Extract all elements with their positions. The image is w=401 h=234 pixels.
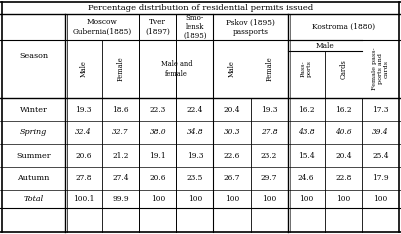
Text: 26.7: 26.7 bbox=[224, 175, 240, 183]
Text: 30.3: 30.3 bbox=[224, 128, 240, 136]
Text: Pskov (1895)
passports: Pskov (1895) passports bbox=[226, 18, 275, 36]
Text: 43.8: 43.8 bbox=[298, 128, 314, 136]
Text: 40.6: 40.6 bbox=[335, 128, 352, 136]
Text: Moscow
Gubernia(1885): Moscow Gubernia(1885) bbox=[73, 18, 132, 36]
Text: 16.2: 16.2 bbox=[335, 106, 352, 113]
Text: 20.4: 20.4 bbox=[224, 106, 240, 113]
Text: Female: Female bbox=[265, 57, 273, 81]
Text: 23.2: 23.2 bbox=[261, 151, 277, 160]
Text: Male: Male bbox=[79, 61, 87, 77]
Text: 32.7: 32.7 bbox=[112, 128, 129, 136]
Text: Winter: Winter bbox=[20, 106, 47, 113]
Text: 22.3: 22.3 bbox=[150, 106, 166, 113]
Text: 17.9: 17.9 bbox=[372, 175, 389, 183]
Text: 22.4: 22.4 bbox=[187, 106, 203, 113]
Text: 19.1: 19.1 bbox=[150, 151, 166, 160]
Text: 34.8: 34.8 bbox=[186, 128, 203, 136]
Text: Smo-
lensk
(1895): Smo- lensk (1895) bbox=[183, 14, 207, 40]
Text: 100.1: 100.1 bbox=[73, 195, 94, 203]
Text: 20.4: 20.4 bbox=[335, 151, 352, 160]
Text: Female pass-
ports and
cards: Female pass- ports and cards bbox=[372, 48, 389, 90]
Text: 16.2: 16.2 bbox=[298, 106, 314, 113]
Text: 21.2: 21.2 bbox=[112, 151, 129, 160]
Text: Female: Female bbox=[117, 57, 125, 81]
Text: Total: Total bbox=[23, 195, 44, 203]
Text: Tver
(1897): Tver (1897) bbox=[145, 18, 170, 36]
Text: 100: 100 bbox=[225, 195, 239, 203]
Text: 19.3: 19.3 bbox=[75, 106, 92, 113]
Text: 18.6: 18.6 bbox=[112, 106, 129, 113]
Text: 20.6: 20.6 bbox=[75, 151, 92, 160]
Text: 20.6: 20.6 bbox=[150, 175, 166, 183]
Text: 100: 100 bbox=[151, 195, 165, 203]
Text: 32.4: 32.4 bbox=[75, 128, 92, 136]
Text: Male and
female: Male and female bbox=[160, 60, 192, 78]
Text: 25.4: 25.4 bbox=[372, 151, 389, 160]
Text: 27.4: 27.4 bbox=[112, 175, 129, 183]
Text: 100: 100 bbox=[188, 195, 202, 203]
Text: 39.4: 39.4 bbox=[372, 128, 389, 136]
Text: Cards: Cards bbox=[339, 59, 347, 79]
Text: Kostroma (1880): Kostroma (1880) bbox=[312, 23, 375, 31]
Text: 100: 100 bbox=[336, 195, 350, 203]
Text: 17.3: 17.3 bbox=[372, 106, 389, 113]
Text: 22.8: 22.8 bbox=[335, 175, 352, 183]
Text: 19.3: 19.3 bbox=[186, 151, 203, 160]
Text: 27.8: 27.8 bbox=[75, 175, 92, 183]
Text: 100: 100 bbox=[373, 195, 388, 203]
Text: 24.6: 24.6 bbox=[298, 175, 314, 183]
Text: 100: 100 bbox=[262, 195, 276, 203]
Text: Season: Season bbox=[19, 52, 48, 60]
Text: 15.4: 15.4 bbox=[298, 151, 314, 160]
Text: Autumn: Autumn bbox=[17, 175, 50, 183]
Text: 38.0: 38.0 bbox=[150, 128, 166, 136]
Text: 23.5: 23.5 bbox=[187, 175, 203, 183]
Text: Summer: Summer bbox=[16, 151, 51, 160]
Text: 99.9: 99.9 bbox=[112, 195, 129, 203]
Text: 100: 100 bbox=[299, 195, 313, 203]
Text: 19.3: 19.3 bbox=[261, 106, 277, 113]
Text: 22.6: 22.6 bbox=[224, 151, 240, 160]
Text: 27.8: 27.8 bbox=[261, 128, 277, 136]
Text: Pass-
ports: Pass- ports bbox=[301, 61, 312, 77]
Text: Percentage distribution of residential permits issued: Percentage distribution of residential p… bbox=[88, 4, 313, 12]
Text: Male: Male bbox=[228, 61, 236, 77]
Text: Spring: Spring bbox=[20, 128, 47, 136]
Text: 29.7: 29.7 bbox=[261, 175, 277, 183]
Text: Male: Male bbox=[316, 41, 334, 50]
